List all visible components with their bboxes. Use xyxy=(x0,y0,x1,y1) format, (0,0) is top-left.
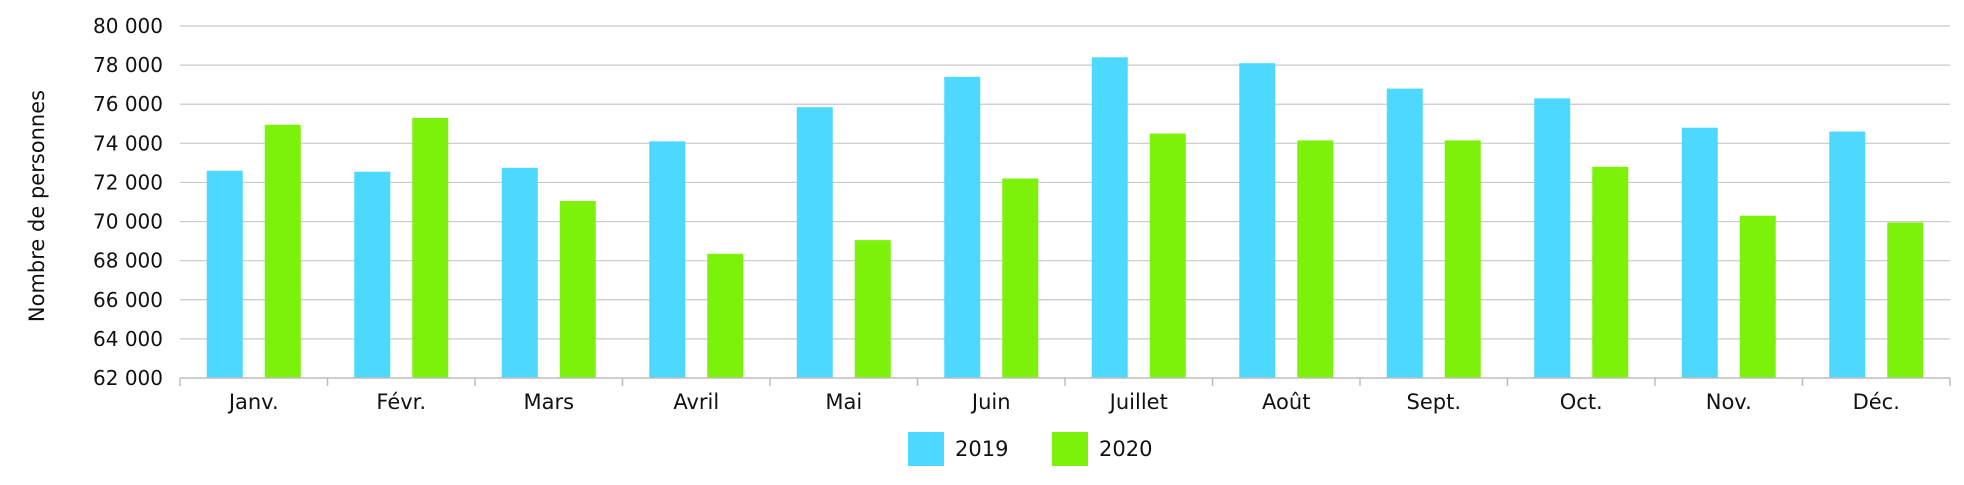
bar-2020-4 xyxy=(854,240,891,378)
x-category-label: Oct. xyxy=(1560,390,1603,414)
bar-2020-8 xyxy=(1444,140,1481,378)
bar-2019-11 xyxy=(1829,131,1866,378)
bar-2020-11 xyxy=(1887,222,1924,378)
bar-2020-1 xyxy=(412,117,449,379)
y-axis-title: Nombre de personnes xyxy=(25,90,49,322)
bar-2019-9 xyxy=(1534,98,1571,378)
bar-2020-3 xyxy=(707,253,744,378)
bar-2020-0 xyxy=(264,124,301,378)
x-category-label: Août xyxy=(1262,390,1310,414)
bar-2019-3 xyxy=(649,141,686,378)
legend-label-2019: 2019 xyxy=(955,437,1008,461)
y-tick-label: 64 000 xyxy=(93,327,163,351)
x-category-label: Janv. xyxy=(227,390,279,414)
x-category-label: Juillet xyxy=(1108,390,1168,414)
bar-2019-5 xyxy=(944,76,981,378)
x-category-label: Sept. xyxy=(1407,390,1462,414)
x-category-label: Juin xyxy=(970,390,1011,414)
bar-2020-6 xyxy=(1149,133,1186,378)
bar-2019-6 xyxy=(1091,57,1128,379)
x-category-label: Févr. xyxy=(376,390,426,414)
gridlines xyxy=(180,25,1950,340)
bar-2019-10 xyxy=(1681,127,1718,378)
bar-2020-10 xyxy=(1739,215,1776,378)
bar-2019-0 xyxy=(206,170,243,378)
legend-swatch-2019 xyxy=(908,432,944,466)
bar-2020-7 xyxy=(1297,140,1334,378)
legend-swatch-2020 xyxy=(1052,432,1088,466)
x-category-label: Déc. xyxy=(1853,390,1900,414)
y-tick-label: 74 000 xyxy=(93,131,163,155)
x-axis-categories: Janv. Févr. Mars Avril Mai Juin Juillet Août Sep… xyxy=(227,390,1900,414)
bar-2019-7 xyxy=(1239,63,1276,379)
bar-2019-2 xyxy=(501,167,538,378)
bar-2020-2 xyxy=(559,201,596,378)
y-tick-label: 78 000 xyxy=(93,53,163,77)
y-tick-label: 80 000 xyxy=(93,14,163,38)
bars xyxy=(206,57,1924,379)
y-tick-label: 76 000 xyxy=(93,92,163,116)
y-axis-ticks: 62 000 64 000 66 000 68 000 70 000 72 000 74 0… xyxy=(93,14,163,390)
x-category-label: Mai xyxy=(825,390,862,414)
x-axis xyxy=(179,377,1951,386)
x-category-label: Nov. xyxy=(1706,390,1752,414)
bar-2020-5 xyxy=(1002,178,1039,378)
bar-2020-9 xyxy=(1592,166,1629,378)
y-tick-label: 66 000 xyxy=(93,288,163,312)
legend-label-2020: 2020 xyxy=(1099,437,1152,461)
y-tick-label: 70 000 xyxy=(93,210,163,234)
bar-2019-1 xyxy=(354,171,391,378)
x-category-label: Avril xyxy=(673,390,719,414)
bar-2019-4 xyxy=(796,107,833,379)
y-tick-label: 68 000 xyxy=(93,249,163,273)
x-category-label: Mars xyxy=(523,390,574,414)
y-tick-label: 72 000 xyxy=(93,170,163,194)
legend: 2019 2020 xyxy=(908,432,1152,466)
y-tick-label: 62 000 xyxy=(93,366,163,390)
bar-2019-8 xyxy=(1386,88,1423,379)
